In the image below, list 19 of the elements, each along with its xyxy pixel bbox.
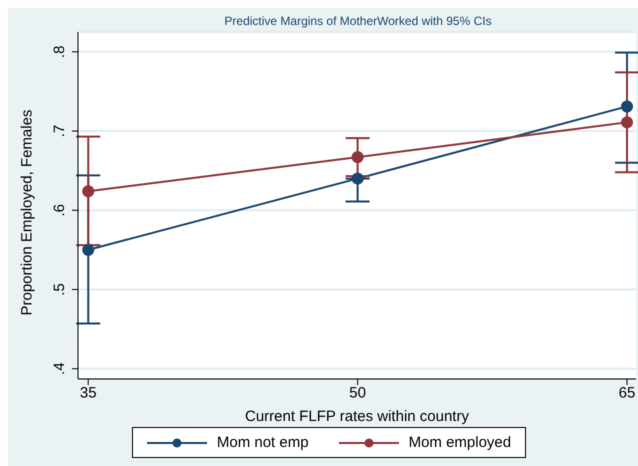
point <box>82 185 94 198</box>
x-tick-label: 65 <box>618 384 636 402</box>
x-tick-label: 50 <box>349 384 366 402</box>
y-tick-label: .5 <box>51 283 68 296</box>
x-tick-label: 35 <box>80 384 97 402</box>
y-tick-label: .8 <box>51 46 68 58</box>
point <box>352 172 364 185</box>
point <box>621 116 634 128</box>
legend-label: Mom employed <box>408 434 512 451</box>
legend-label: Mom not emp <box>216 434 309 451</box>
y-tick-label: .4 <box>51 362 68 375</box>
x-axis-title: Current FLFP rates within country <box>245 408 470 425</box>
y-axis-title: Proportion Employed, Females <box>18 110 36 316</box>
point <box>82 244 94 256</box>
point <box>352 151 364 164</box>
y-tick-label: .6 <box>51 204 68 217</box>
y-tick-label: .7 <box>51 124 68 138</box>
point <box>621 100 634 112</box>
chart-title: Predictive Margins of MotherWorked with 95% CIs <box>223 14 493 28</box>
